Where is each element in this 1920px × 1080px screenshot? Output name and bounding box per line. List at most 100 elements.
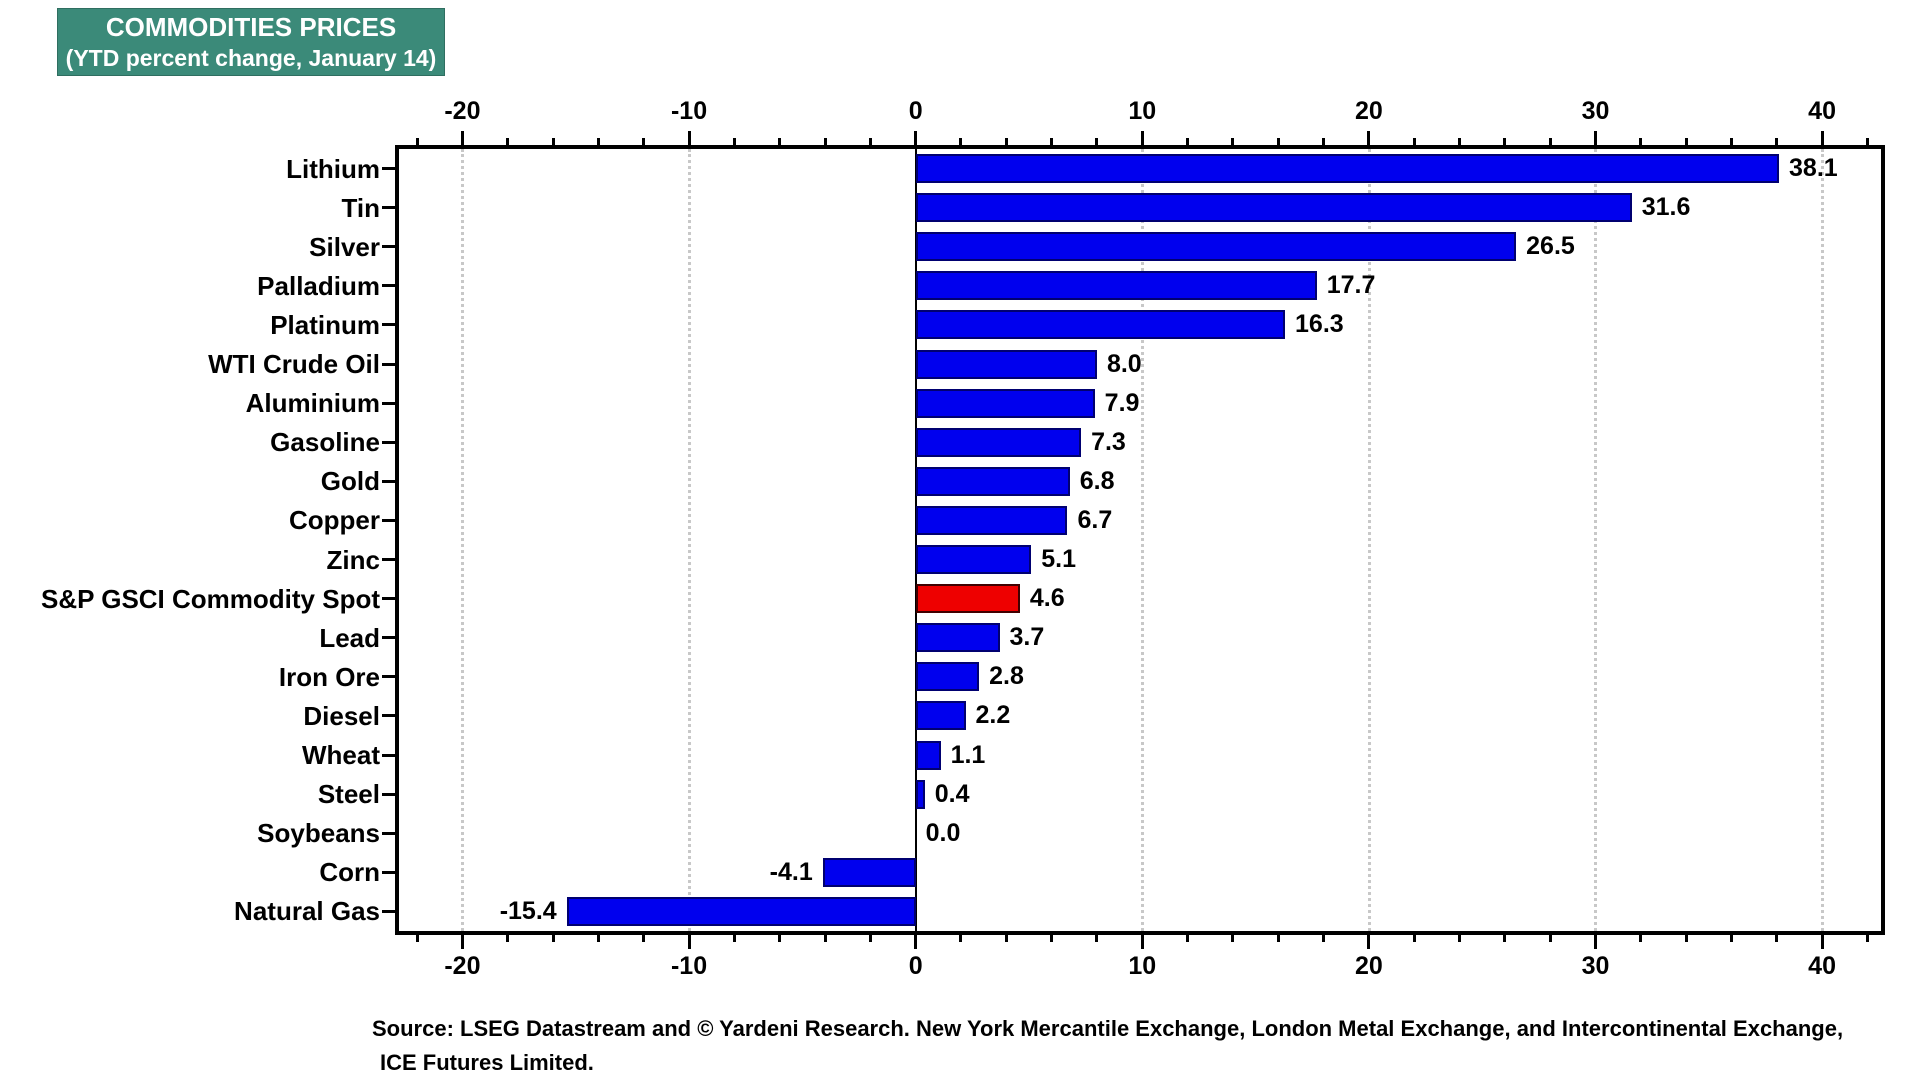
bar-value-label: 4.6 [1029, 584, 1065, 613]
category-tick [382, 284, 395, 288]
x-tick-label-bottom: 30 [1581, 952, 1610, 980]
source-line-2: ICE Futures Limited. [380, 1050, 594, 1075]
category-tick [382, 675, 395, 679]
category-tick [382, 479, 395, 483]
category-label-tin: Tin [341, 192, 380, 223]
x-tick-label-bottom: 0 [908, 952, 923, 980]
minor-tick [1050, 138, 1054, 145]
minor-tick [596, 935, 600, 942]
minor-tick [1639, 935, 1643, 942]
minor-tick [1503, 935, 1507, 942]
bar-value-label: 31.6 [1641, 193, 1691, 222]
major-tick [1367, 935, 1371, 949]
x-tick-label-top: -20 [444, 97, 481, 125]
category-tick [382, 245, 395, 249]
x-tick-label-bottom: 40 [1808, 952, 1836, 980]
bar-wti-crude-oil [915, 349, 1097, 379]
category-tick [382, 167, 395, 171]
category-tick [382, 597, 395, 601]
category-label-lithium: Lithium [286, 153, 380, 184]
category-label-s-p-gsci-commodity-spot: S&P GSCI Commodity Spot [41, 583, 380, 614]
category-tick [382, 831, 395, 835]
bar-silver [915, 232, 1517, 262]
major-tick [1820, 935, 1824, 949]
category-tick [382, 753, 395, 757]
bar-steel [915, 779, 925, 809]
x-tick-label-top: 10 [1128, 97, 1157, 125]
minor-tick [1095, 138, 1099, 145]
bar-gasoline [915, 427, 1082, 457]
minor-tick [1276, 138, 1280, 145]
bar-value-label: 1.1 [950, 740, 986, 769]
minor-tick [959, 138, 963, 145]
category-label-wheat: Wheat [302, 740, 380, 771]
category-label-silver: Silver [309, 231, 380, 262]
minor-tick [596, 138, 600, 145]
category-label-iron-ore: Iron Ore [278, 661, 380, 692]
bar-value-label: -4.1 [769, 857, 813, 886]
bar-value-label: 38.1 [1789, 154, 1838, 183]
category-label-soybeans: Soybeans [257, 818, 380, 849]
minor-tick [1276, 935, 1280, 942]
bar-corn [822, 857, 916, 887]
minor-tick [868, 935, 872, 942]
category-label-zinc: Zinc [326, 544, 380, 575]
minor-tick [415, 138, 419, 145]
bar-value-label: 2.8 [989, 662, 1024, 691]
bar-zinc [915, 545, 1032, 575]
major-tick [1140, 935, 1144, 949]
x-tick-label-bottom: 20 [1354, 952, 1383, 980]
category-label-copper: Copper [289, 505, 380, 536]
major-tick [687, 131, 691, 145]
x-tick-label-top: 20 [1354, 97, 1383, 125]
category-tick [382, 323, 395, 327]
category-label-aluminium: Aluminium [245, 388, 380, 419]
grid-line [1594, 149, 1598, 931]
minor-tick [1458, 138, 1461, 145]
bar-palladium [915, 271, 1317, 301]
minor-tick [642, 935, 646, 942]
bar-value-label: 26.5 [1526, 232, 1575, 261]
major-tick [460, 935, 464, 949]
minor-tick [1684, 138, 1688, 145]
minor-tick [1503, 138, 1507, 145]
chart-title-box: COMMODITIES PRICES (YTD percent change, … [57, 8, 445, 76]
bar-value-label: 16.3 [1295, 310, 1344, 339]
bar-value-label: 7.3 [1091, 427, 1126, 456]
bar-tin [915, 193, 1632, 223]
minor-tick [1684, 935, 1688, 942]
major-tick [1140, 131, 1144, 145]
minor-tick [1322, 138, 1326, 145]
category-tick [382, 362, 395, 366]
x-tick-label-bottom: -20 [444, 952, 481, 980]
minor-tick [1729, 138, 1733, 145]
major-tick [914, 131, 918, 145]
chart-title: COMMODITIES PRICES [105, 12, 397, 42]
bar-gold [915, 466, 1070, 496]
bar-platinum [915, 310, 1286, 340]
minor-tick [959, 935, 963, 942]
category-label-gold: Gold [320, 466, 380, 497]
minor-tick [1095, 935, 1099, 942]
plot-inner: 38.1 31.6 26.5 17.7 16.3 8.0 7.9 7.3 6.8 6.7 5.1 4.… [399, 149, 1881, 931]
minor-tick [823, 138, 827, 145]
minor-tick [1865, 138, 1869, 145]
x-tick-label-top: -10 [670, 97, 708, 125]
category-label-diesel: Diesel [303, 700, 380, 731]
bar-value-label: 3.7 [1009, 623, 1045, 652]
category-label-natural-gas: Natural Gas [234, 896, 380, 927]
bar-wheat [915, 740, 941, 770]
minor-tick [1186, 138, 1190, 145]
category-tick [382, 558, 395, 562]
category-tick [382, 714, 395, 718]
category-label-corn: Corn [319, 857, 380, 888]
chart-subtitle: (YTD percent change, January 14) [65, 45, 437, 71]
minor-tick [778, 138, 782, 145]
minor-tick [415, 935, 419, 942]
bar-value-label: 2.2 [975, 701, 1011, 730]
category-tick [382, 870, 395, 874]
minor-tick [868, 138, 872, 145]
major-tick [1593, 131, 1597, 145]
category-tick [382, 440, 395, 444]
